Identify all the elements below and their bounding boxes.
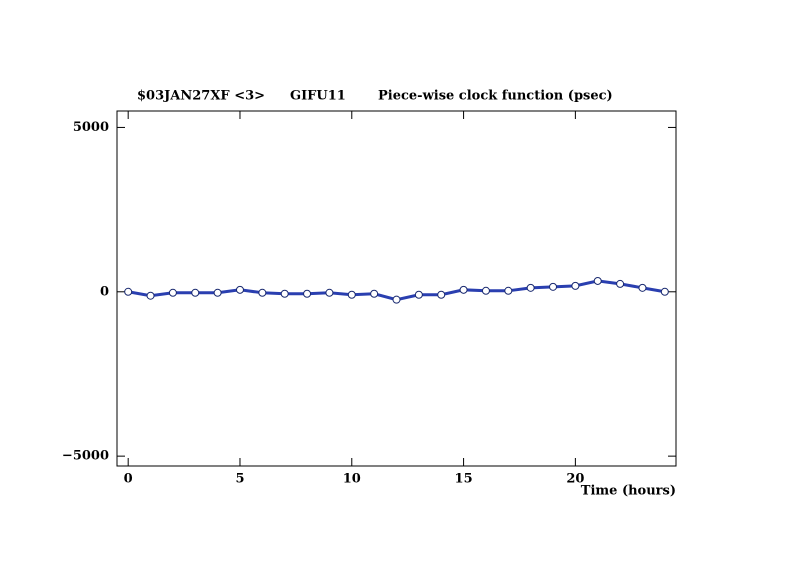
data-point bbox=[235, 285, 244, 294]
data-point bbox=[616, 279, 625, 288]
x-tick-label: 20 bbox=[566, 472, 584, 487]
data-point bbox=[191, 288, 200, 297]
data-point bbox=[504, 286, 513, 295]
data-point bbox=[437, 290, 446, 299]
data-point bbox=[571, 281, 580, 290]
data-point bbox=[459, 285, 468, 294]
data-point bbox=[414, 290, 423, 299]
data-point bbox=[303, 289, 312, 298]
data-point bbox=[549, 282, 558, 291]
data-point bbox=[593, 276, 602, 285]
y-tick-label: 5000 bbox=[73, 120, 109, 135]
data-point bbox=[124, 287, 133, 296]
chart-title-station: GIFU11 bbox=[290, 89, 346, 104]
data-point bbox=[370, 289, 379, 298]
x-tick-label: 10 bbox=[343, 472, 361, 487]
data-point bbox=[213, 288, 222, 297]
data-point bbox=[638, 283, 647, 292]
x-tick-label: 0 bbox=[124, 472, 133, 487]
plot-frame bbox=[116, 110, 677, 467]
data-point bbox=[526, 283, 535, 292]
data-point bbox=[392, 295, 401, 304]
data-point bbox=[347, 290, 356, 299]
chart-title: Piece-wise clock function (psec) bbox=[378, 89, 613, 104]
data-point bbox=[481, 286, 490, 295]
y-tick-label: 0 bbox=[100, 284, 109, 299]
data-point bbox=[258, 288, 267, 297]
data-point bbox=[146, 291, 155, 300]
x-axis-label: Time (hours) bbox=[581, 484, 676, 499]
data-point bbox=[325, 288, 334, 297]
data-point bbox=[660, 287, 669, 296]
x-tick-label: 15 bbox=[455, 472, 473, 487]
data-point bbox=[280, 289, 289, 298]
data-point bbox=[168, 288, 177, 297]
x-tick-label: 5 bbox=[235, 472, 244, 487]
y-tick-label: −5000 bbox=[62, 449, 109, 464]
chart-title-source: $03JAN27XF <3> bbox=[137, 89, 265, 104]
